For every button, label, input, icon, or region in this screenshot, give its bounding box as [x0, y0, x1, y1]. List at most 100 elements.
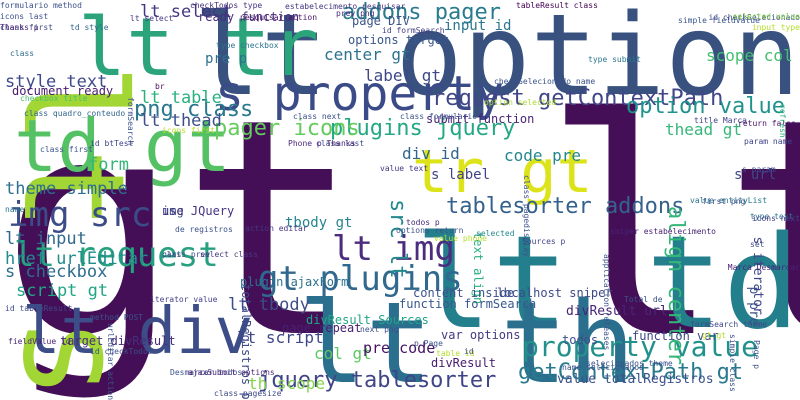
cloud-word: selected: [476, 229, 515, 238]
cloud-word: value text: [380, 164, 429, 173]
cloud-word: Sources p: [522, 237, 566, 246]
cloud-word: lt tbody: [228, 295, 310, 315]
cloud-word: iterator value: [150, 295, 218, 304]
cloud-word: gt plugins: [258, 259, 463, 299]
cloud-word: center gt: [324, 45, 411, 64]
cloud-word: table id: [436, 349, 475, 358]
cloud-word: request getContextPath: [432, 86, 724, 111]
cloud-word: gt gt: [702, 331, 727, 340]
cloud-word: pre p: [205, 51, 248, 67]
cloud-word: simple class: [728, 334, 737, 392]
cloud-word: pre code: [363, 339, 436, 357]
cloud-word: sniper estabelecimento: [610, 227, 716, 236]
cloud-word: fieldValue id: [8, 337, 71, 346]
cloud-word: content inside: [413, 286, 515, 300]
cloud-word: src lt: [385, 199, 410, 279]
cloud-word: title Marca: [694, 116, 747, 125]
cloud-word: tbody gt: [285, 215, 353, 231]
cloud-word: pager icons: [214, 116, 360, 141]
cloud-word: lt option: [193, 0, 800, 121]
cloud-word: next png: [360, 325, 399, 334]
cloud-word: id tableResult: [5, 304, 73, 313]
cloud-word: img: [162, 204, 184, 218]
cloud-word: div id: [402, 144, 460, 163]
cloud-word: script gt: [16, 281, 109, 301]
cloud-word: class formulario: [400, 112, 478, 121]
cloud-word: class pagesize: [214, 389, 282, 398]
cloud-word: checkSelecionado name: [494, 77, 596, 86]
cloud-word: urlEditar action: [106, 322, 115, 400]
cloud-word: class prev: [162, 250, 211, 259]
cloud-word: property value: [522, 330, 759, 363]
cloud-word: lt th: [298, 279, 636, 400]
cloud-word: set: [750, 240, 765, 249]
cloud-word: options target: [348, 33, 450, 47]
cloud-word: lt table: [140, 88, 222, 108]
cloud-word: th scope: [248, 374, 326, 393]
cloud-word: type submit: [588, 55, 641, 64]
cloud-word: form: [88, 155, 129, 175]
cloud-word: lt select: [140, 2, 233, 22]
cloud-word: first png: [702, 197, 746, 206]
cloud-word: td gt: [14, 104, 231, 188]
cloud-word: simple fieldValue: [678, 16, 760, 25]
cloud-word: divResult url: [566, 304, 668, 319]
cloud-word: option value: [626, 94, 785, 119]
cloud-word: lt td: [414, 209, 800, 358]
cloud-word: divResult: [431, 356, 497, 370]
cloud-word: value totalRegistros: [557, 372, 714, 387]
cloud-word: prev png: [336, 9, 375, 18]
cloud-word: param name: [744, 137, 793, 146]
cloud-word: id: [464, 347, 474, 356]
cloud-word: select class: [200, 250, 258, 259]
cloud-word: Marca Desmarcar: [727, 263, 800, 272]
cloud-word: var options: [441, 328, 521, 342]
cloud-word: refresh: [778, 104, 787, 138]
cloud-word: theme simple: [5, 179, 128, 199]
cloud-word: selecionados theme: [586, 359, 673, 368]
cloud-word: page DIV: [352, 14, 410, 28]
cloud-word: tablesorter addons: [446, 194, 685, 219]
cloud-word: class first: [40, 145, 93, 154]
cloud-word: part: [162, 250, 182, 259]
cloud-word: formSearch theme: [690, 320, 768, 329]
cloud-word: scope col: [706, 46, 793, 65]
cloud-word: tr gt: [412, 137, 593, 207]
cloud-word: input id: [444, 18, 512, 34]
cloud-word: ajaxSubmit options: [188, 368, 275, 377]
cloud-word: lt div: [22, 295, 254, 369]
cloud-word: divResult Sources: [306, 313, 429, 327]
cloud-word: action editar: [245, 224, 308, 233]
cloud-word: s param: [742, 165, 776, 174]
cloud-word: formulario method: [0, 1, 82, 10]
cloud-word: todos: [562, 333, 599, 347]
cloud-word: todos p: [406, 218, 440, 227]
cloud-word: s label: [431, 167, 491, 183]
cloud-word: id checkTodos: [90, 347, 153, 356]
cloud-word: option selected: [484, 98, 557, 107]
cloud-word: name selecionados: [562, 363, 644, 372]
cloud-word: input type: [751, 23, 800, 32]
cloud-word: p Page: [414, 339, 443, 348]
cloud-word: lt img: [332, 229, 455, 269]
cloud-word: submit function: [426, 112, 535, 126]
cloud-word: class last: [316, 139, 365, 148]
cloud-word: Phone p Thanks: [288, 139, 356, 148]
cloud-word: checkTodos type: [190, 1, 263, 10]
cloud-word: br: [155, 82, 165, 91]
cloud-word: formSearch: [126, 97, 135, 146]
cloud-word: use JQuery: [162, 204, 235, 218]
cloud-word: estabelecimento pesquisar: [285, 2, 406, 11]
cloud-word: value phone: [434, 234, 487, 243]
cloud-word: function formSearch: [399, 297, 537, 311]
cloud-word: lt tr: [78, 1, 319, 94]
cloud-word: style text: [5, 72, 108, 92]
cloud-word: selected value: [732, 12, 800, 21]
cloud-word: icons last: [0, 12, 49, 21]
cloud-word: plugin ajaxForm: [240, 275, 349, 289]
cloud-word: localhost sniper: [497, 286, 613, 300]
cloud-word: href urlEditar: [5, 249, 149, 269]
cloud-word: class first: [0, 23, 53, 32]
cloud-word: thead gt: [665, 120, 743, 139]
